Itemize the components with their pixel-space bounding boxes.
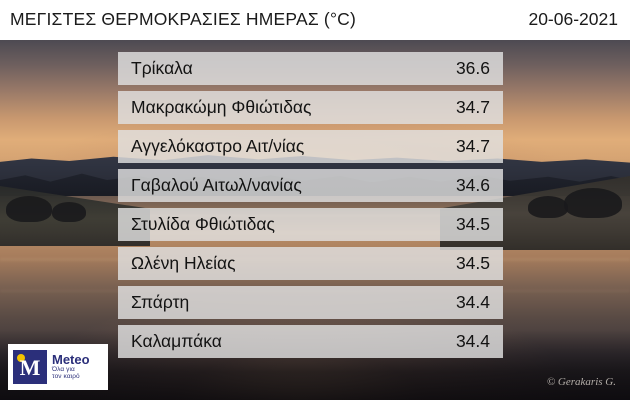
station-temperature: 34.7 (455, 136, 490, 156)
station-temperature: 36.6 (455, 58, 490, 78)
station-temperature: 34.7 (455, 97, 490, 117)
table-row: Ωλένη Ηλείας 34.5 (118, 247, 503, 280)
logo-tagline-line1: Όλα για (52, 366, 75, 373)
station-temperature: 34.5 (455, 253, 490, 273)
station-temperature: 34.6 (455, 175, 490, 195)
meteo-logo-mark: M (13, 350, 47, 384)
station-temperature: 34.5 (455, 214, 490, 234)
sun-dot-icon (17, 354, 25, 362)
station-name: Ωλένη Ηλείας (131, 253, 236, 273)
logo-tagline-line2: τον καιρό (52, 372, 80, 380)
station-name: Τρίκαλα (131, 58, 193, 78)
photo-credit: © Gerakaris G. (546, 376, 616, 388)
station-name: Καλαμπάκα (131, 331, 222, 351)
station-name: Γαβαλού Αιτωλ/νανίας (131, 175, 302, 195)
table-row: Γαβαλού Αιτωλ/νανίας 34.6 (118, 169, 503, 202)
station-name: Σπάρτη (131, 292, 190, 312)
logo-name: Meteo (52, 352, 90, 368)
station-name: Μακρακώμη Φθιώτιδας (131, 97, 312, 117)
temperature-ranking-list: Τρίκαλα 36.6 Μακρακώμη Φθιώτιδας 34.7 Αγ… (118, 52, 503, 364)
page-title: ΜΕΓΙΣΤΕΣ ΘΕΡΜΟΚΡΑΣΙΕΣ ΗΜΕΡΑΣ (°C) (10, 9, 357, 29)
header-bar: ΜΕΓΙΣΤΕΣ ΘΕΡΜΟΚΡΑΣΙΕΣ ΗΜΕΡΑΣ (°C) 20-06-… (0, 0, 630, 40)
table-row: Καλαμπάκα 34.4 (118, 325, 503, 358)
meteo-logo: M Meteo Όλα για τον καιρό (8, 344, 108, 390)
shrub (52, 202, 86, 222)
station-name: Στυλίδα Φθιώτιδας (131, 214, 275, 234)
logo-letter: M (19, 355, 41, 380)
table-row: Τρίκαλα 36.6 (118, 52, 503, 85)
shrub (6, 196, 52, 222)
table-row: Αγγελόκαστρο Αιτ/νίας 34.7 (118, 130, 503, 163)
header-date: 20-06-2021 (528, 9, 618, 29)
shrub (564, 188, 622, 218)
table-row: Στυλίδα Φθιώτιδας 34.5 (118, 208, 503, 241)
station-name: Αγγελόκαστρο Αιτ/νίας (131, 136, 305, 156)
table-row: Μακρακώμη Φθιώτιδας 34.7 (118, 91, 503, 124)
station-temperature: 34.4 (455, 331, 490, 351)
table-row: Σπάρτη 34.4 (118, 286, 503, 319)
shrub (528, 196, 568, 218)
meteo-logo-text: Meteo Όλα για τον καιρό (52, 353, 90, 380)
station-temperature: 34.4 (455, 292, 490, 312)
